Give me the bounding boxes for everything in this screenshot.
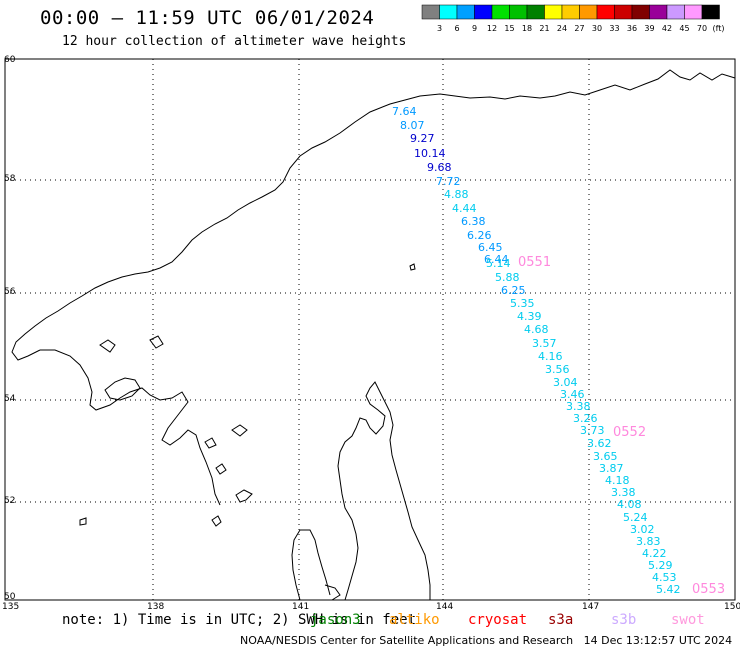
credit-text: NOAA/NESDIS Center for Satellite Applica… <box>240 634 574 647</box>
wave-height-label: 6.26 <box>467 229 492 242</box>
colorbar-label: 36 <box>627 24 637 33</box>
wave-height-label: 3.38 <box>611 486 636 499</box>
page-title: 00:00 – 11:59 UTC 06/01/2024 <box>40 7 375 29</box>
colorbar-label: 24 <box>557 24 567 33</box>
colorbar-unit: (ft) <box>712 24 724 33</box>
lat-label: 50 <box>4 592 16 602</box>
wave-height-label: 3.65 <box>593 450 618 463</box>
wave-height-label: 6.44 <box>484 253 509 266</box>
map-frame <box>4 58 736 601</box>
lon-label: 147 <box>582 602 599 612</box>
colorbar-label: 27 <box>574 24 584 33</box>
colorbar-label: 45 <box>679 24 689 33</box>
legend-jason3: jason3 <box>310 612 361 628</box>
wave-height-label: 9.27 <box>410 132 435 145</box>
page-subtitle: 12 hour collection of altimeter wave hei… <box>62 34 407 49</box>
wave-height-label: 4.44 <box>452 202 477 215</box>
colorbar-label: 15 <box>504 24 514 33</box>
colorbar-label: 12 <box>487 24 497 33</box>
credit-line: NOAA/NESDIS Center for Satellite Applica… <box>240 634 732 647</box>
wave-height-label: 8.07 <box>400 119 425 132</box>
wave-height-label: 5.29 <box>648 559 673 572</box>
wave-height-label: 3.87 <box>599 462 624 475</box>
wave-height-label: 3.02 <box>630 523 655 536</box>
pass-time-label: 0551 <box>518 255 551 270</box>
wave-height-label: 3.04 <box>553 376 578 389</box>
colorbar-label: 39 <box>644 24 654 33</box>
wave-height-label: 5.42 <box>656 583 681 596</box>
lat-label: 54 <box>4 394 16 404</box>
colorbar-label: 18 <box>522 24 532 33</box>
wave-height-label: 6.45 <box>478 241 503 254</box>
colorbar-swatch <box>701 4 720 20</box>
colorbar-label: 33 <box>609 24 619 33</box>
wave-height-label: 3.26 <box>573 412 598 425</box>
lon-label: 144 <box>436 602 453 612</box>
wave-height-label: 3.83 <box>636 535 661 548</box>
wave-height-label: 3.57 <box>532 337 557 350</box>
footnote: note: 1) Time is in UTC; 2) SWH is in fe… <box>62 612 417 628</box>
pass-time-label: 0552 <box>613 425 646 440</box>
colorbar-label: 21 <box>539 24 549 33</box>
wave-height-label: 3.38 <box>566 400 591 413</box>
lon-label: 141 <box>292 602 309 612</box>
wave-height-label: 3.46 <box>560 388 585 401</box>
lon-label: 135 <box>2 602 19 612</box>
wave-height-label: 9.68 <box>427 161 452 174</box>
wave-height-label: 5.24 <box>623 511 648 524</box>
lat-label: 60 <box>4 55 16 65</box>
legend-s3a: s3a <box>548 612 574 628</box>
colorbar-label: 70 <box>697 24 707 33</box>
wave-height-label: 3.73 <box>580 424 605 437</box>
colorbar-label: 30 <box>592 24 602 33</box>
wave-height-label: 5.35 <box>510 297 535 310</box>
lon-label: 138 <box>147 602 164 612</box>
generated-timestamp: 14 Dec 13:12:57 UTC 2024 <box>583 634 733 647</box>
colorbar-label: 3 <box>437 24 442 33</box>
wave-height-label: 5.14 <box>486 257 511 270</box>
wave-height-label: 4.08 <box>617 498 642 511</box>
wave-height-label: 7.64 <box>392 105 417 118</box>
colorbar-label: 9 <box>472 24 477 33</box>
wave-height-label: 7.72 <box>436 175 461 188</box>
lat-label: 58 <box>4 174 16 184</box>
lon-label: 150 <box>724 602 740 612</box>
pass-time-label: 0553 <box>692 582 725 597</box>
legend-altiko: altiko <box>389 612 440 628</box>
wave-height-label: 4.53 <box>652 571 677 584</box>
wave-height-label: 4.39 <box>517 310 542 323</box>
wave-height-label: 4.18 <box>605 474 630 487</box>
graticule <box>5 59 735 600</box>
legend-cryosat: cryosat <box>468 612 528 628</box>
legend-s3b: s3b <box>611 612 637 628</box>
coastline <box>11 69 736 601</box>
lat-label: 52 <box>4 496 15 506</box>
lat-label: 56 <box>4 287 16 297</box>
colorbar-label: 42 <box>662 24 672 33</box>
legend-swot: swot <box>671 612 705 628</box>
wave-height-label: 4.22 <box>642 547 667 560</box>
wave-height-label: 4.68 <box>524 323 549 336</box>
wave-height-label: 6.25 <box>501 284 526 297</box>
wave-height-label: 6.38 <box>461 215 486 228</box>
wave-height-label: 5.88 <box>495 271 520 284</box>
wave-height-label: 10.14 <box>414 147 446 160</box>
colorbar-label: 6 <box>454 24 459 33</box>
wave-height-colorbar: 3 6 9 12 15 18 21 24 27 30 33 36 39 42 45 70 (ft) <box>421 4 725 33</box>
wave-height-label: 4.88 <box>444 188 469 201</box>
wave-height-label: 4.16 <box>538 350 563 363</box>
wave-height-label: 3.56 <box>545 363 570 376</box>
wave-height-label: 3.62 <box>587 437 612 450</box>
